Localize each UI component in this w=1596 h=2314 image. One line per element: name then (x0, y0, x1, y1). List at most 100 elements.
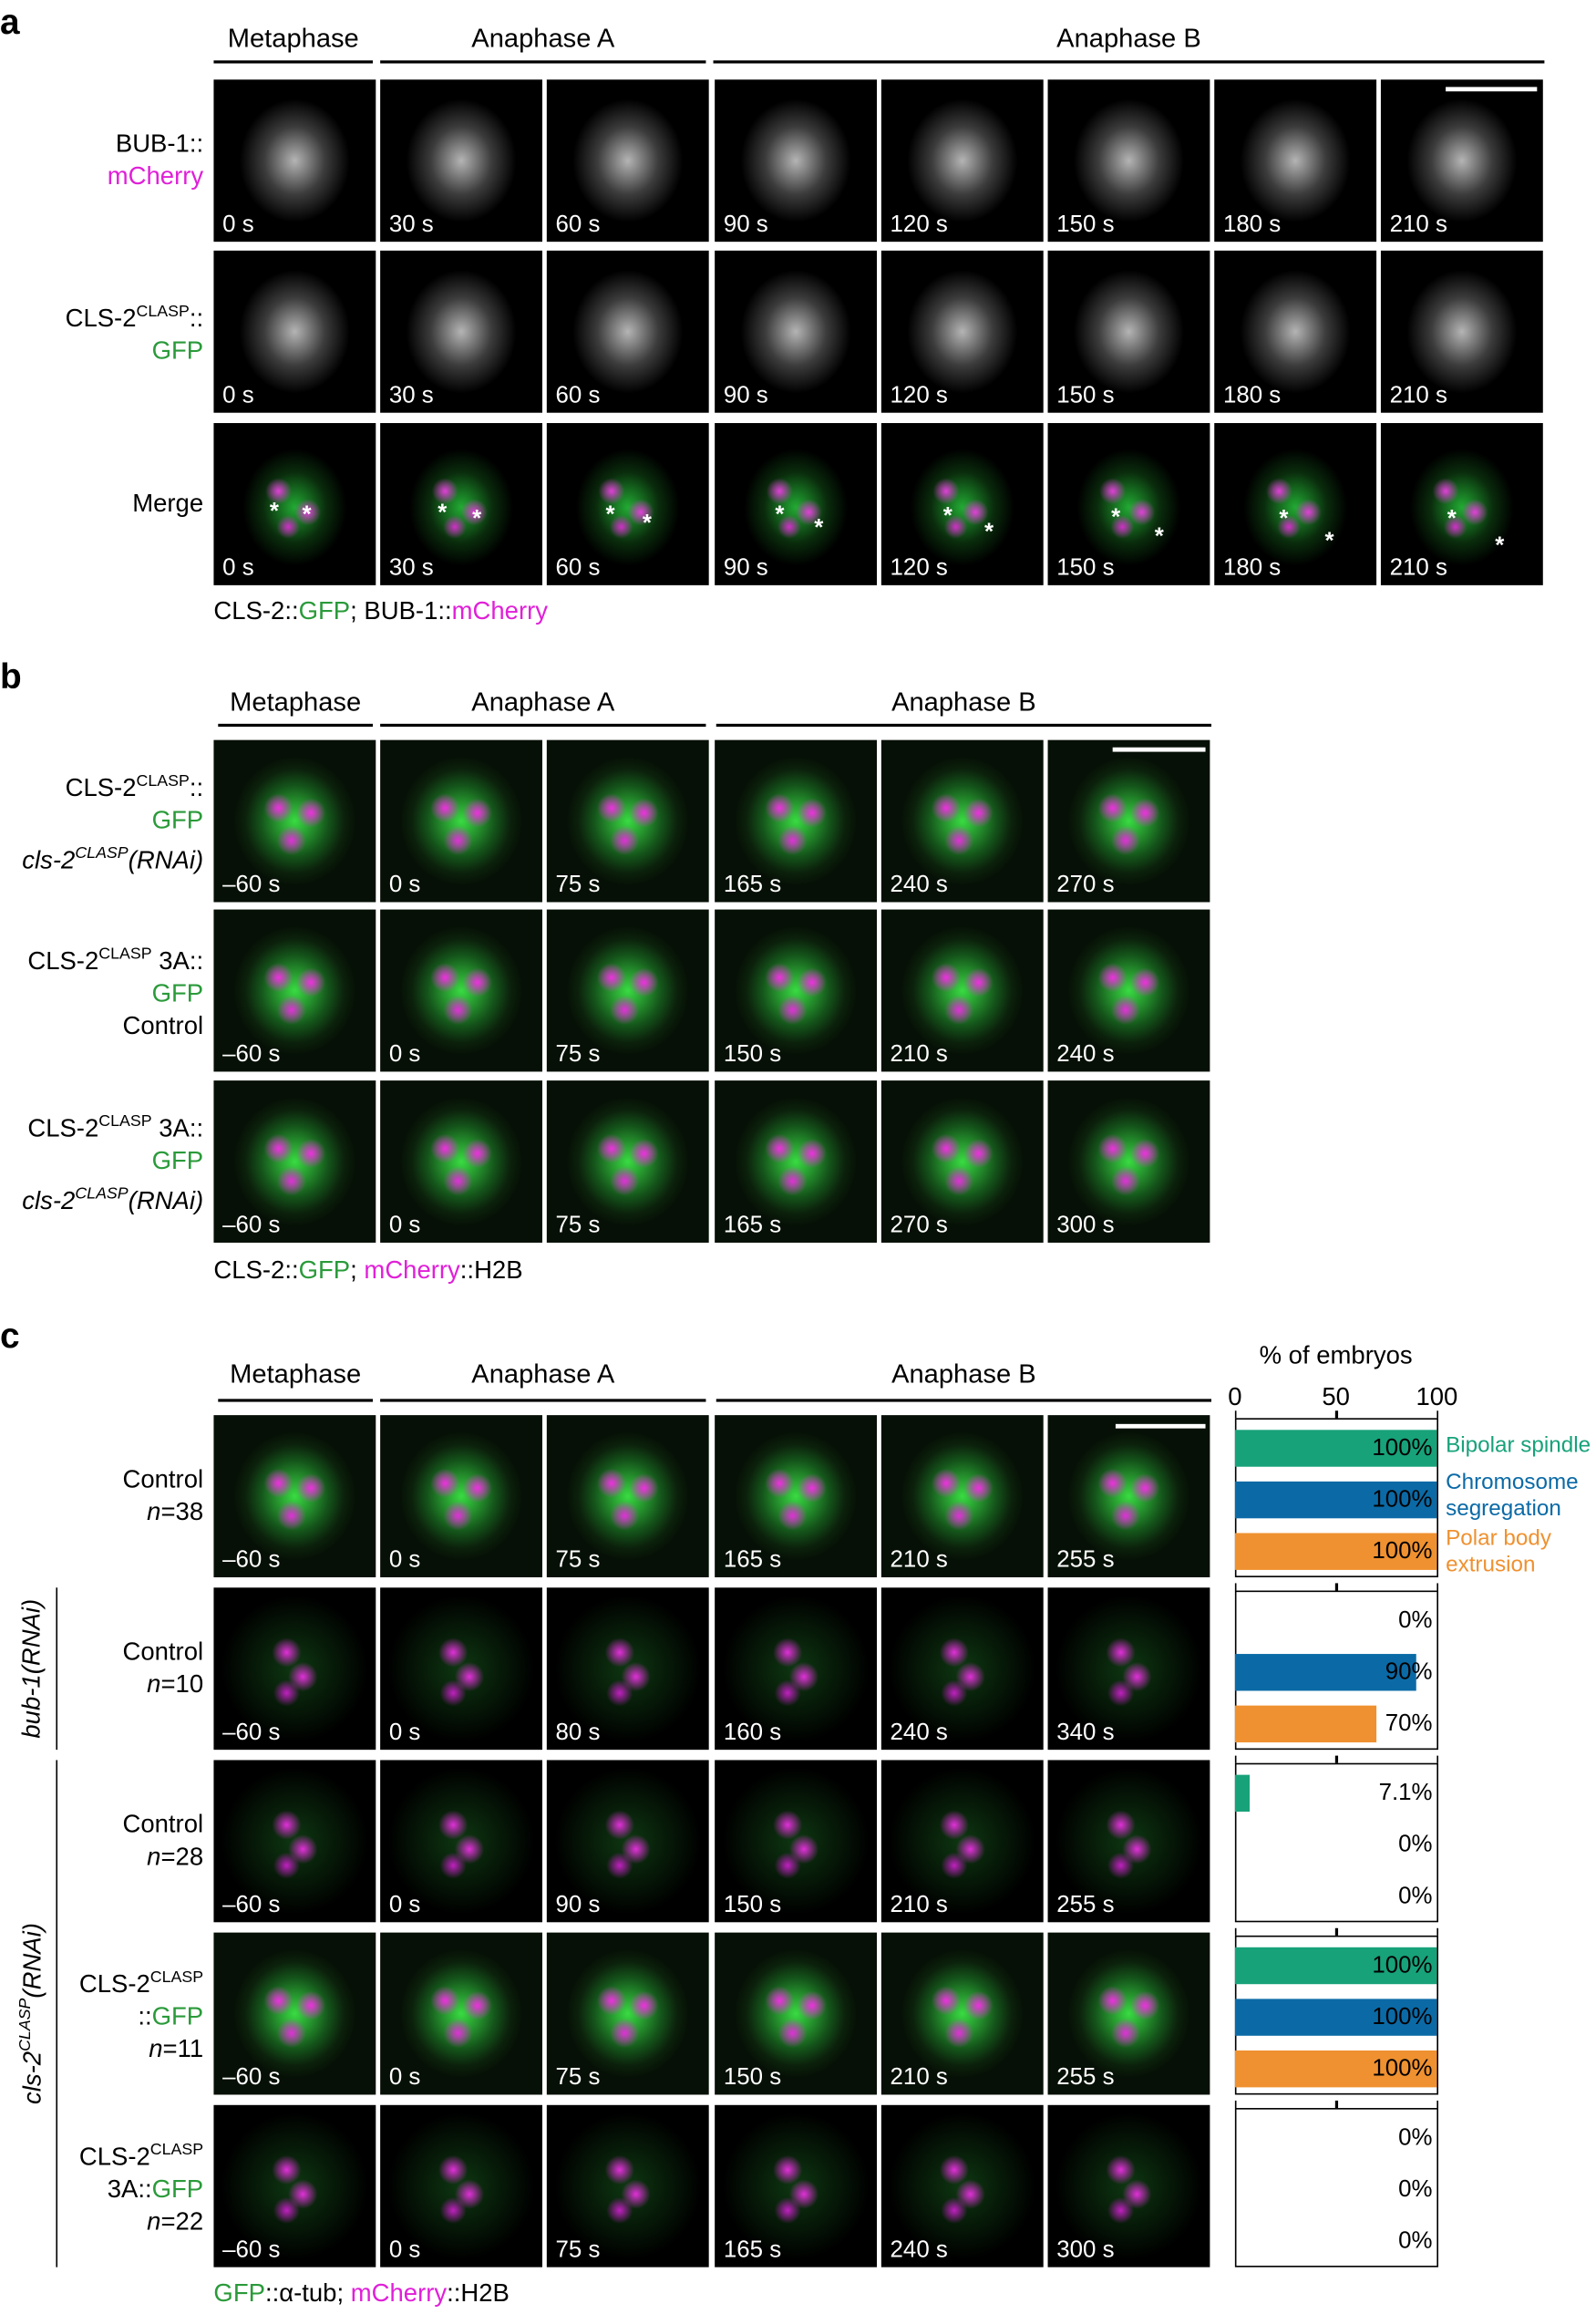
time-label: –60 s (222, 2237, 281, 2263)
row-label-line: mCherry (108, 160, 203, 193)
asterisk: * (1324, 529, 1334, 554)
time-label: 30 s (388, 383, 434, 408)
time-label: 255 s (1056, 2065, 1115, 2091)
time-label: –60 s (222, 1213, 281, 1239)
tick-mark (1234, 1755, 1237, 1763)
time-label: 255 s (1056, 1892, 1115, 1918)
time-label: –60 s (222, 1892, 281, 1918)
row-label-line: Control (27, 1010, 203, 1043)
axis-label: % of embryos (1259, 1341, 1413, 1370)
bar (1234, 1533, 1437, 1570)
text-segment: GFP (151, 2175, 204, 2204)
time-label: 75 s (555, 2237, 601, 2263)
phase-line (380, 1399, 706, 1402)
micrograph: 340 s (1047, 1587, 1210, 1751)
time-label: 120 s (890, 212, 948, 238)
micrograph: 0 s (380, 1415, 542, 1577)
micrograph: 180 s (1214, 79, 1377, 243)
panel-label: c (0, 1316, 20, 1357)
scale-bar (1112, 747, 1206, 752)
micrograph: 75 s (546, 909, 709, 1072)
micrograph: 255 s (1047, 1760, 1210, 1923)
time-label: 150 s (1056, 555, 1115, 582)
text-segment: CLS-2 (78, 2143, 150, 2171)
chart-box (1234, 2108, 1438, 2268)
text-segment: ; (350, 1255, 365, 1285)
bar (1234, 1705, 1376, 1743)
time-label: 120 s (890, 555, 948, 582)
time-label: 165 s (723, 1213, 782, 1239)
text-segment: n (147, 2207, 161, 2236)
micrograph: 0 s (380, 739, 542, 903)
time-label: 75 s (555, 2065, 601, 2091)
group-label: cls-2CLASP(RNAi) (17, 1923, 48, 2104)
row-label-line: 3A::GFP (79, 2174, 203, 2206)
time-label: 180 s (1222, 555, 1282, 582)
text-segment: Merge (132, 489, 204, 518)
bar (1234, 1774, 1250, 1813)
time-label: 90 s (555, 1892, 601, 1918)
time-label: 240 s (890, 1720, 948, 1746)
text-segment: GFP (151, 336, 204, 366)
row-label: CLS-2CLASP:: GFP (66, 295, 204, 367)
phase-header: Metaphase (230, 687, 362, 717)
row-label: Control n=28 (122, 1809, 203, 1874)
micrograph: 0 s (380, 909, 542, 1072)
value-label: 70% (1385, 1710, 1433, 1736)
micrograph: 165 s (715, 1415, 877, 1577)
text-segment: GFP (151, 979, 204, 1008)
time-label: 120 s (890, 383, 948, 408)
tick-mark (1436, 2100, 1438, 2109)
row-label-line: cls-2CLASP(RNAi) (22, 837, 203, 877)
micrograph: 150 s * * (1047, 423, 1210, 585)
value-label: 0% (1398, 1607, 1433, 1633)
time-label: 270 s (890, 1213, 948, 1239)
tick-mark (1334, 1927, 1338, 1936)
value-label: 0% (1398, 2176, 1433, 2202)
micrograph: 75 s (546, 1932, 709, 2095)
time-label: 150 s (723, 2065, 782, 2091)
text-segment: =22 (160, 2207, 204, 2236)
phase-header: Metaphase (230, 1358, 362, 1389)
time-label: 60 s (555, 212, 601, 238)
micrograph: 0 s (380, 1760, 542, 1923)
micrograph: 120 s * * (880, 423, 1044, 585)
text-segment: :: (189, 773, 204, 802)
asterisk: * (1447, 507, 1457, 533)
row-label-line: GFP (27, 978, 204, 1011)
asterisk: * (1495, 533, 1505, 559)
text-segment: n (147, 1497, 161, 1526)
tick-mark (1234, 1410, 1237, 1419)
row-label: Merge (132, 488, 203, 521)
row-label-line: GFP (66, 336, 204, 368)
time-label: 30 s (388, 212, 434, 238)
tick-mark (1334, 1755, 1338, 1763)
text-segment: Control (122, 1637, 204, 1666)
row-label: CLS-2CLASP:: GFP cls-2CLASP(RNAi) (22, 765, 203, 877)
row-label-line: ::GFP (79, 2001, 203, 2034)
micrograph: 30 s (380, 79, 542, 243)
time-label: 60 s (555, 383, 601, 408)
tick-label: 50 (1322, 1382, 1350, 1411)
micrograph: 90 s (546, 1760, 709, 1923)
micrograph: –60 s (213, 1415, 376, 1577)
time-label: 0 s (222, 383, 254, 408)
tick-mark (1334, 2100, 1338, 2109)
row-label-line: CLS-2CLASP (79, 1961, 203, 2001)
asterisk: * (1279, 506, 1289, 532)
caption: GFP::α-tub; mCherry::H2B (213, 2279, 509, 2309)
tick-mark (1234, 2100, 1237, 2109)
value-label: 100% (1372, 1538, 1433, 1564)
micrograph: 160 s (715, 1587, 877, 1751)
micrograph: 270 s (880, 1080, 1044, 1243)
time-label: 150 s (1056, 212, 1115, 238)
row-label-line: CLS-2CLASP:: (66, 295, 204, 336)
row-label-line: CLS-2CLASP 3A:: (27, 938, 203, 978)
text-segment: :: (138, 2002, 152, 2031)
text-segment: CLS-2 (78, 1969, 150, 1999)
text-segment: 3A:: (107, 2175, 152, 2204)
caption: CLS-2::GFP; mCherry::H2B (213, 1256, 522, 1286)
time-label: 340 s (1056, 1720, 1115, 1746)
row-label-line: CLS-2CLASP:: (22, 765, 204, 805)
micrograph: 240 s (880, 2104, 1044, 2268)
